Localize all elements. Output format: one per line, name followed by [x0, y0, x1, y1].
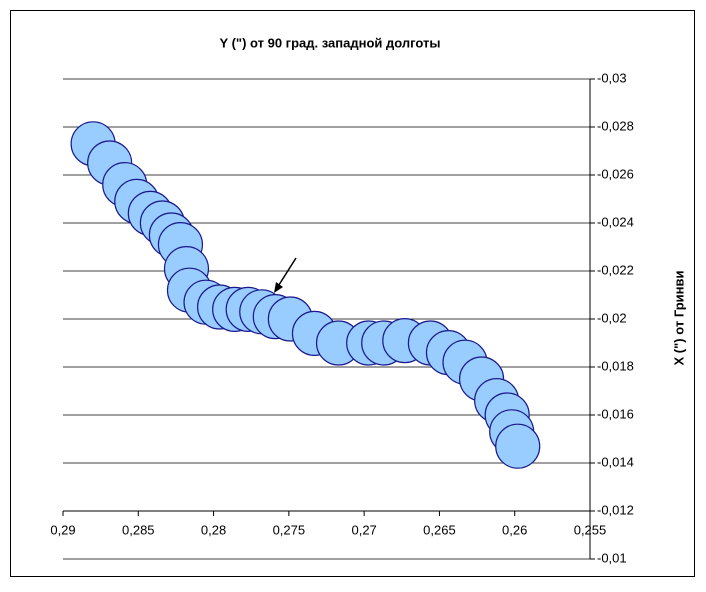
x-tick-label: 0,27: [351, 522, 376, 537]
x-tick-label: 0,265: [423, 522, 456, 537]
y-tick-label: -0,02: [597, 310, 627, 325]
x-tick-label: 0,255: [574, 522, 607, 537]
y-tick-label: -0,018: [597, 358, 634, 373]
chart-frame: [10, 10, 695, 577]
chart-title: Y (") от 90 град. западной долготы: [220, 35, 441, 50]
y-tick-label: -0,028: [597, 118, 634, 133]
y-tick-label: -0,014: [597, 454, 634, 469]
y-axis-title: X (") от Гринви: [671, 271, 686, 366]
y-tick-label: -0,016: [597, 406, 634, 421]
y-tick-label: -0,01: [597, 550, 627, 565]
y-tick-label: -0,024: [597, 214, 634, 229]
x-tick-label: 0,275: [273, 522, 306, 537]
bubble: [495, 423, 541, 469]
x-tick-label: 0,285: [122, 522, 155, 537]
y-tick-label: -0,012: [597, 502, 634, 517]
y-tick-label: -0,026: [597, 166, 634, 181]
x-tick-label: 0,28: [201, 522, 226, 537]
x-tick-label: 0,26: [502, 522, 527, 537]
x-tick-label: 0,29: [50, 522, 75, 537]
y-tick-label: -0,022: [597, 262, 634, 277]
y-tick-label: -0,03: [597, 70, 627, 85]
arrow: [274, 257, 297, 293]
